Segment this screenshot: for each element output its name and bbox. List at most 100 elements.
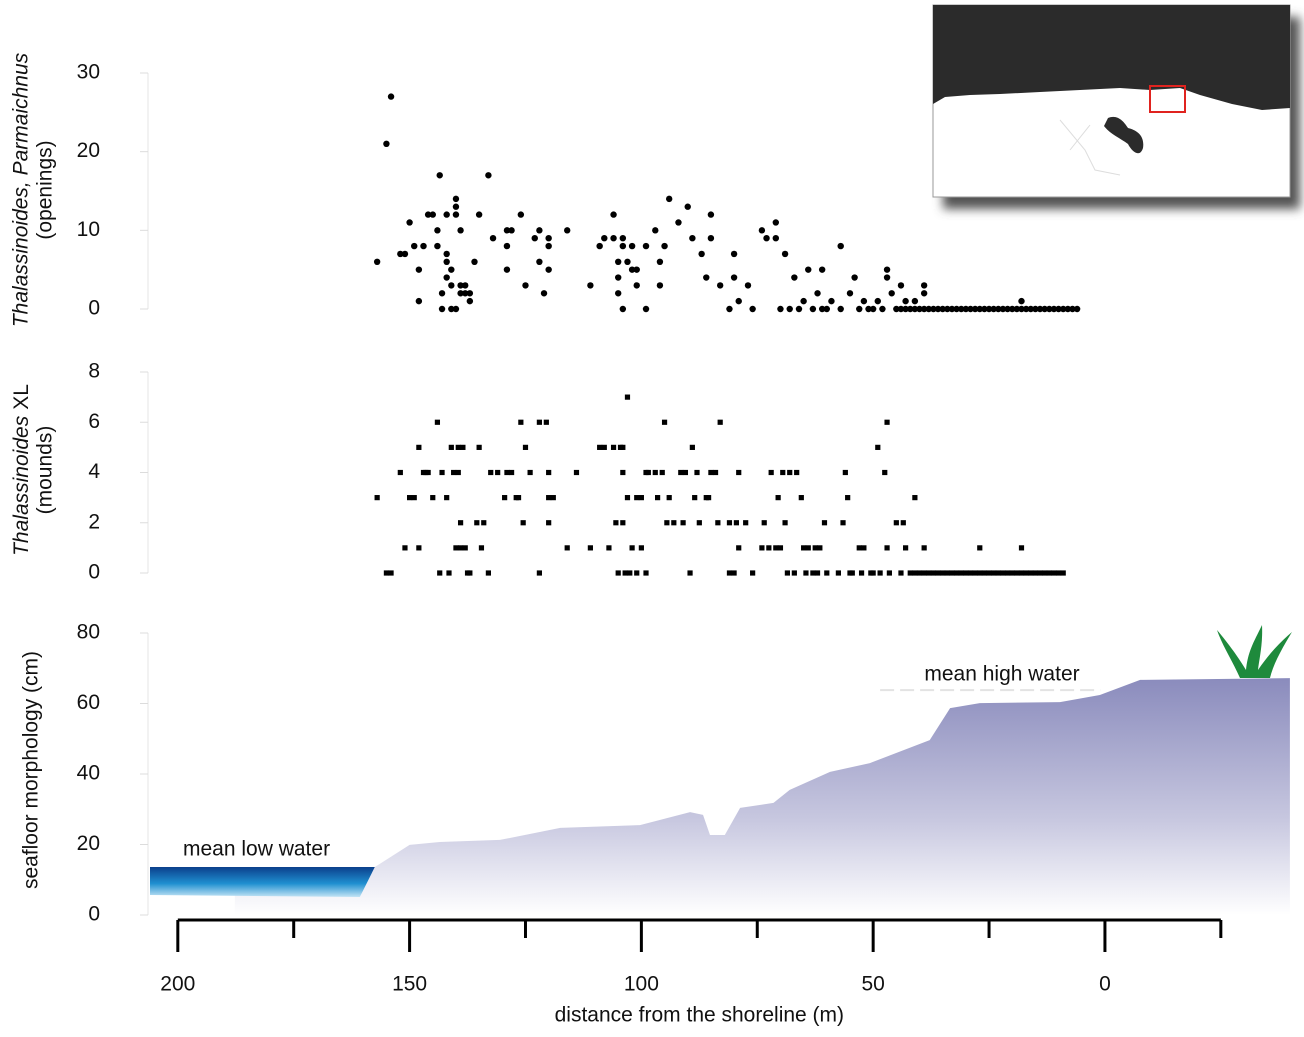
point xyxy=(782,520,788,526)
y-tick-label: 40 xyxy=(77,762,100,785)
point xyxy=(861,545,867,551)
point xyxy=(817,545,823,551)
point xyxy=(508,227,515,234)
point xyxy=(448,305,455,313)
point xyxy=(515,495,522,501)
point xyxy=(743,520,749,526)
point xyxy=(882,469,888,476)
point xyxy=(448,444,454,450)
point xyxy=(546,520,552,526)
point xyxy=(712,469,719,476)
point xyxy=(1018,305,1025,313)
point xyxy=(629,545,635,551)
point xyxy=(810,570,816,576)
point xyxy=(879,305,886,313)
point xyxy=(628,266,636,273)
point xyxy=(907,570,913,576)
point xyxy=(610,235,617,242)
point xyxy=(856,545,862,551)
point xyxy=(656,258,664,265)
point xyxy=(865,305,872,313)
point xyxy=(717,419,723,425)
point xyxy=(481,520,487,526)
point xyxy=(940,570,946,576)
point xyxy=(916,570,923,576)
point xyxy=(645,469,651,476)
point xyxy=(773,545,779,551)
point xyxy=(750,570,756,576)
annotation: mean low water xyxy=(183,838,330,861)
y-tick-label: 4 xyxy=(88,460,100,483)
point xyxy=(828,297,835,305)
point xyxy=(939,305,946,313)
point xyxy=(995,570,1001,576)
point xyxy=(675,219,682,226)
point xyxy=(467,570,473,576)
point xyxy=(543,419,549,425)
point xyxy=(540,290,548,297)
point xyxy=(798,495,804,501)
point xyxy=(503,227,511,234)
point xyxy=(818,266,826,273)
x-tick-label: 50 xyxy=(861,973,884,996)
point xyxy=(791,274,798,281)
point xyxy=(1032,570,1039,576)
point xyxy=(383,570,390,576)
point xyxy=(485,570,492,576)
point xyxy=(900,520,906,526)
point xyxy=(902,297,909,305)
point xyxy=(517,211,525,218)
point xyxy=(921,545,927,551)
point xyxy=(875,444,881,450)
inset-sea xyxy=(933,5,1290,110)
point xyxy=(620,444,626,450)
point xyxy=(642,242,650,250)
annotation: mean high water xyxy=(924,663,1079,686)
point xyxy=(715,520,721,526)
point xyxy=(1060,305,1067,313)
point xyxy=(680,520,686,526)
point xyxy=(870,570,876,576)
point xyxy=(707,211,715,218)
point xyxy=(1004,570,1011,576)
point xyxy=(768,469,774,476)
point xyxy=(953,305,960,313)
y-tick-label: 30 xyxy=(77,61,100,84)
point xyxy=(452,195,460,203)
point xyxy=(429,211,436,218)
point xyxy=(438,290,446,297)
point xyxy=(921,570,927,576)
point xyxy=(416,444,422,450)
point xyxy=(597,444,603,450)
point xyxy=(1051,570,1057,576)
point xyxy=(546,469,552,476)
point xyxy=(1069,305,1076,313)
point xyxy=(531,235,538,242)
point xyxy=(443,274,450,281)
point xyxy=(708,469,714,476)
point xyxy=(620,520,626,526)
point xyxy=(883,266,891,273)
point xyxy=(522,282,529,289)
point xyxy=(455,469,461,476)
point xyxy=(934,305,942,313)
point xyxy=(786,305,793,313)
point xyxy=(1023,570,1029,576)
point xyxy=(749,305,756,313)
point xyxy=(886,570,892,576)
inset-outline xyxy=(1059,119,1121,176)
point xyxy=(452,305,460,313)
point xyxy=(912,570,918,576)
point xyxy=(374,495,380,501)
point xyxy=(614,290,622,297)
point xyxy=(920,282,928,289)
point xyxy=(406,219,413,226)
point xyxy=(761,520,767,526)
point xyxy=(633,266,640,273)
point xyxy=(851,274,858,281)
point xyxy=(527,469,533,476)
point xyxy=(587,545,593,551)
point xyxy=(944,570,950,576)
point xyxy=(545,242,552,250)
point xyxy=(837,305,844,313)
